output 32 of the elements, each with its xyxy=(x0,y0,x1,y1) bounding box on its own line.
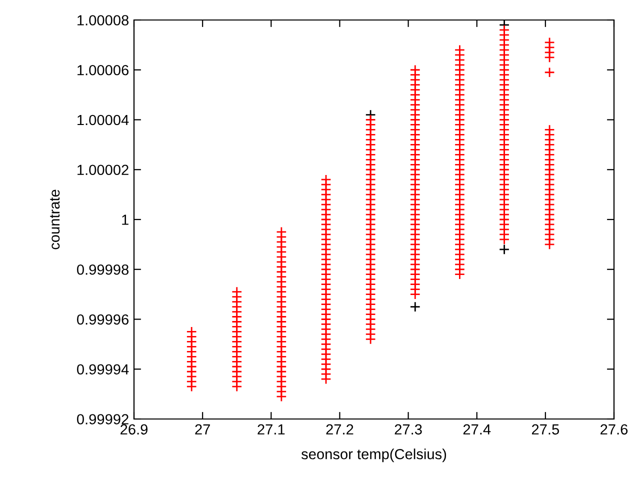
y-tick-label: 1.00006 xyxy=(78,64,129,76)
point xyxy=(544,67,555,78)
point xyxy=(276,226,287,238)
y-tick-label: 0.99996 xyxy=(77,314,129,325)
point xyxy=(544,37,555,48)
x-tick-label: 27.6 xyxy=(600,424,628,435)
x-axis-title: seonsor temp(Celsius) xyxy=(301,448,446,462)
point xyxy=(498,24,510,36)
x-tick-label: 27.2 xyxy=(326,424,354,434)
y-tick-label: 1.00004 xyxy=(78,114,129,126)
y-tick-label: 1.00008 xyxy=(78,15,129,26)
point xyxy=(410,301,420,312)
x-tick-label: 27 xyxy=(195,424,210,434)
y-tick-label: 0.99994 xyxy=(77,364,129,375)
point xyxy=(544,124,555,136)
x-tick-label: 27.1 xyxy=(258,424,285,434)
y-tick-label: 0.99992 xyxy=(77,414,128,424)
point xyxy=(320,174,332,185)
x-tick-label: 26.9 xyxy=(120,424,148,435)
point xyxy=(454,44,466,56)
x-tick-label: 27.3 xyxy=(394,424,422,435)
x-tick-label: 27.4 xyxy=(463,424,491,434)
y-axis-title: countrate xyxy=(50,190,60,250)
point xyxy=(232,286,242,298)
x-tick-label: 27.5 xyxy=(532,424,560,435)
y-tick-label: 1.00002 xyxy=(78,164,128,176)
point xyxy=(498,244,510,255)
point xyxy=(410,64,420,76)
point xyxy=(186,326,197,338)
y-tick-label: 1 xyxy=(122,214,128,225)
point xyxy=(365,114,376,126)
y-tick-label: 0.99998 xyxy=(77,264,129,275)
